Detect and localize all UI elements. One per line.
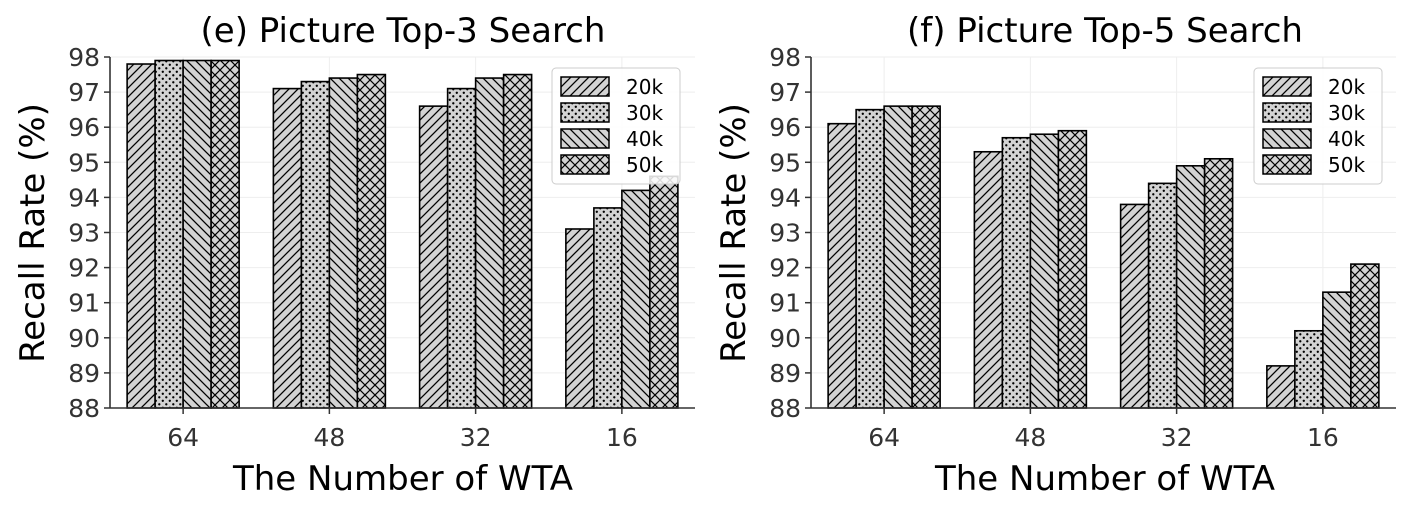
bar-20k-64 (827, 122, 857, 409)
y-tick-label: 95 (769, 148, 801, 177)
bar-20k-16 (1266, 365, 1296, 409)
bar-50k-16 (1350, 263, 1380, 409)
y-tick-label: 91 (68, 289, 100, 318)
bar-50k-48 (356, 73, 387, 409)
y-tick-label: 94 (769, 183, 801, 212)
bar-20k-48 (973, 150, 1004, 409)
bar-30k-32 (1147, 182, 1178, 409)
y-tick-label: 96 (68, 113, 100, 142)
bar-50k-32 (1203, 157, 1234, 409)
x-tick-labels: 64 48 32 16 (167, 423, 638, 452)
bars (126, 59, 679, 409)
legend-swatch-40k (1262, 128, 1312, 149)
chart-title: (f) Picture Top-5 Search (907, 11, 1303, 51)
legend-label-40k: 40k (1328, 127, 1365, 151)
bar-30k-32 (446, 87, 477, 409)
legend-label-40k: 40k (626, 127, 663, 151)
y-tick-label: 93 (68, 219, 100, 248)
legend-label-20k: 20k (626, 75, 663, 99)
bar-30k-48 (300, 80, 331, 409)
x-tick-label: 16 (606, 423, 638, 452)
legend-swatch-30k (1262, 102, 1312, 123)
legend-swatch-50k (560, 154, 610, 175)
y-tick-labels: 88 89 90 91 92 93 94 95 96 97 98 (68, 43, 100, 423)
y-axis-label: Recall Rate (%) (714, 103, 754, 363)
y-tick-label: 91 (769, 289, 801, 318)
axes (104, 56, 695, 414)
x-tick-label: 64 (167, 423, 199, 452)
legend-label-20k: 20k (1328, 75, 1365, 99)
chart-title: (e) Picture Top-3 Search (201, 11, 606, 51)
bar-50k-16 (649, 175, 679, 409)
x-tick-label: 32 (1161, 423, 1193, 452)
y-tick-label: 88 (68, 394, 100, 423)
y-tick-label: 97 (68, 78, 100, 107)
y-tick-label: 88 (769, 394, 801, 423)
x-tick-labels: 64 48 32 16 (868, 423, 1339, 452)
legend-label-30k: 30k (626, 101, 663, 125)
bar-20k-32 (1119, 203, 1150, 409)
bar-50k-64 (210, 59, 240, 409)
bar-30k-64 (855, 108, 885, 409)
y-tick-label: 94 (68, 183, 100, 212)
y-tick-labels: 88 89 90 91 92 93 94 95 96 97 98 (769, 43, 801, 423)
legend-swatch-40k (560, 128, 610, 149)
bar-20k-64 (126, 63, 156, 409)
bar-30k-16 (593, 207, 623, 409)
axes (805, 56, 1396, 414)
x-tick-label: 64 (868, 423, 900, 452)
bar-40k-32 (474, 77, 505, 409)
y-tick-label: 92 (68, 254, 100, 283)
x-tick-label: 16 (1307, 423, 1339, 452)
bar-40k-16 (621, 189, 651, 409)
legend-label-50k: 50k (1328, 153, 1365, 177)
x-tick-label: 48 (313, 423, 345, 452)
legend-label-50k: 50k (626, 153, 663, 177)
bar-50k-32 (502, 73, 533, 409)
chart-panel-f: (f) Picture Top-5 Search Recall Rate (%)… (714, 11, 1396, 499)
y-tick-label: 98 (68, 43, 100, 72)
y-tick-label: 90 (769, 324, 801, 353)
bar-40k-32 (1175, 165, 1206, 409)
bar-40k-48 (328, 77, 359, 409)
bar-40k-64 (883, 105, 913, 409)
y-tick-label: 95 (68, 148, 100, 177)
bar-40k-48 (1029, 133, 1060, 409)
bar-20k-32 (418, 105, 449, 409)
legend-swatch-20k (1262, 76, 1312, 97)
legend-swatch-50k (1262, 154, 1312, 175)
y-tick-label: 93 (769, 219, 801, 248)
y-tick-label: 97 (769, 78, 801, 107)
bar-30k-64 (154, 59, 184, 409)
bars (827, 105, 1380, 409)
bar-40k-64 (182, 59, 212, 409)
y-tick-label: 98 (769, 43, 801, 72)
legend-swatch-30k (560, 102, 610, 123)
y-axis-label: Recall Rate (%) (13, 103, 53, 363)
x-tick-label: 32 (460, 423, 492, 452)
bar-20k-48 (272, 87, 303, 409)
y-tick-label: 96 (769, 113, 801, 142)
bar-30k-48 (1001, 136, 1032, 409)
bar-50k-48 (1057, 129, 1088, 409)
bar-50k-64 (911, 105, 941, 409)
y-tick-label: 89 (68, 359, 100, 388)
y-tick-label: 90 (68, 324, 100, 353)
x-axis-label: The Number of WTA (934, 459, 1275, 499)
legend-swatch-20k (560, 76, 610, 97)
x-axis-label: The Number of WTA (232, 459, 573, 499)
chart-panel-e: (e) Picture Top-3 Search Recall Rate (%)… (13, 11, 695, 499)
x-tick-label: 48 (1014, 423, 1046, 452)
legend-label-30k: 30k (1328, 101, 1365, 125)
y-tick-label: 92 (769, 254, 801, 283)
bar-40k-16 (1322, 291, 1352, 409)
y-tick-label: 89 (769, 359, 801, 388)
bar-30k-16 (1294, 329, 1324, 409)
bar-20k-16 (565, 228, 595, 409)
